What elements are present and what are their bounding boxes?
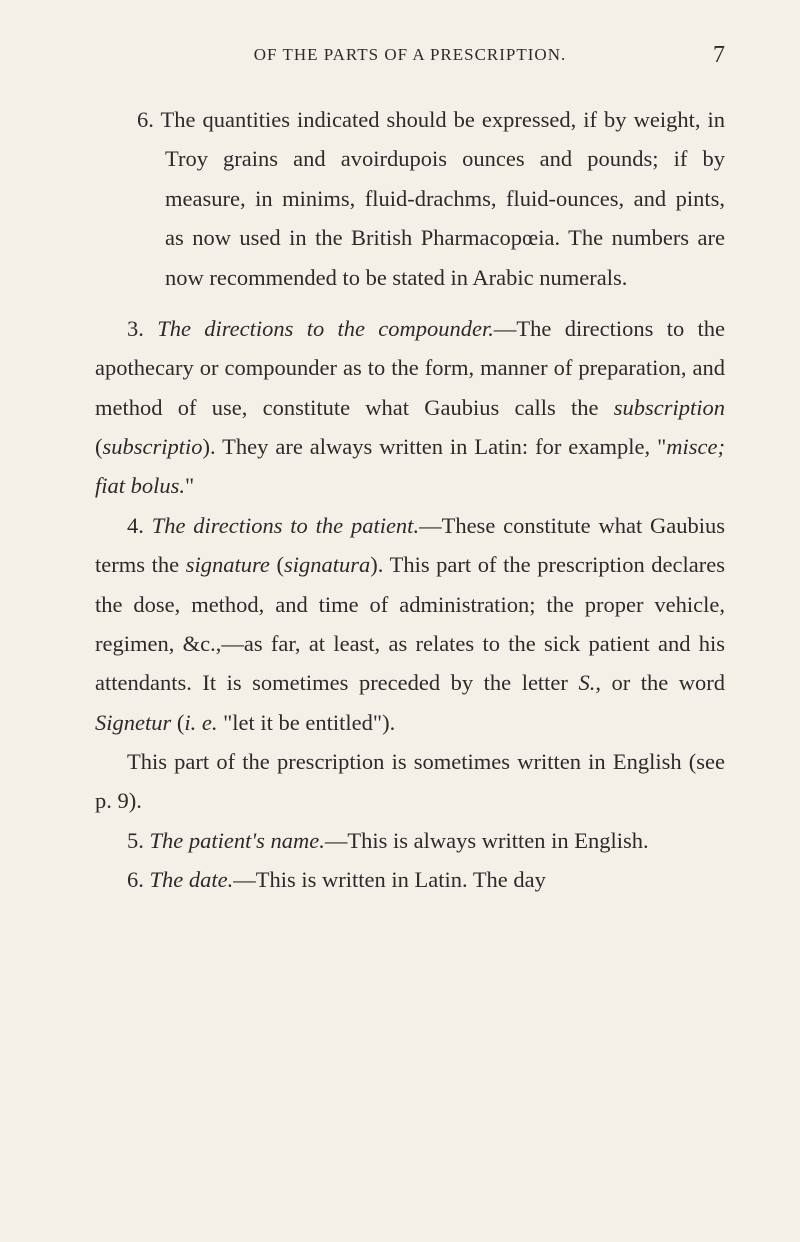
item-number: 4. <box>127 513 152 538</box>
item-text: This part of the prescription is sometim… <box>95 749 725 813</box>
page-header-title: OF THE PARTS OF A PRESCRIPTION. <box>100 45 720 65</box>
item-italic: signature <box>186 552 270 577</box>
item-text: —This is written in Latin. The day <box>233 867 546 892</box>
item-6-quantities: 6. The quantities indicated should be ex… <box>95 100 725 297</box>
item-italic: The date. <box>150 867 234 892</box>
item-text: " <box>185 473 194 498</box>
item-text: ( <box>95 434 103 459</box>
item-text: ( <box>171 710 184 735</box>
item-4-directions-patient: 4. The directions to the patient.—These … <box>95 506 725 742</box>
item-italic: i. e. <box>184 710 217 735</box>
item-number: 6. <box>137 107 154 132</box>
item-text: ( <box>270 552 284 577</box>
item-text: ). They are always written in Latin: for… <box>203 434 667 459</box>
item-text: —This is always written in English. <box>325 828 649 853</box>
item-italic: Signetur <box>95 710 171 735</box>
item-3-directions-compounder: 3. The directions to the compounder.—The… <box>95 309 725 506</box>
item-italic: signatura <box>284 552 370 577</box>
item-italic: The patient's name. <box>150 828 325 853</box>
page-number: 7 <box>713 42 725 69</box>
item-italic: S. <box>578 670 595 695</box>
item-text: The quantities indicated should be expre… <box>154 107 725 290</box>
item-number: 6. <box>127 867 150 892</box>
item-italic: subscription <box>614 395 725 420</box>
item-italic: The directions to the patient. <box>152 513 419 538</box>
item-italic: subscriptio <box>103 434 203 459</box>
item-text: "let it be entitled"). <box>218 710 396 735</box>
item-text: , or the word <box>595 670 725 695</box>
body-text: 6. The quantities indicated should be ex… <box>95 100 725 900</box>
item-4-continuation: This part of the prescription is sometim… <box>95 742 725 821</box>
item-6-date: 6. The date.—This is written in Latin. T… <box>95 860 725 899</box>
item-number: 5. <box>127 828 150 853</box>
item-italic: The directions to the compounder. <box>157 316 494 341</box>
item-number: 3. <box>127 316 157 341</box>
item-5-patient-name: 5. The patient's name.—This is always wr… <box>95 821 725 860</box>
